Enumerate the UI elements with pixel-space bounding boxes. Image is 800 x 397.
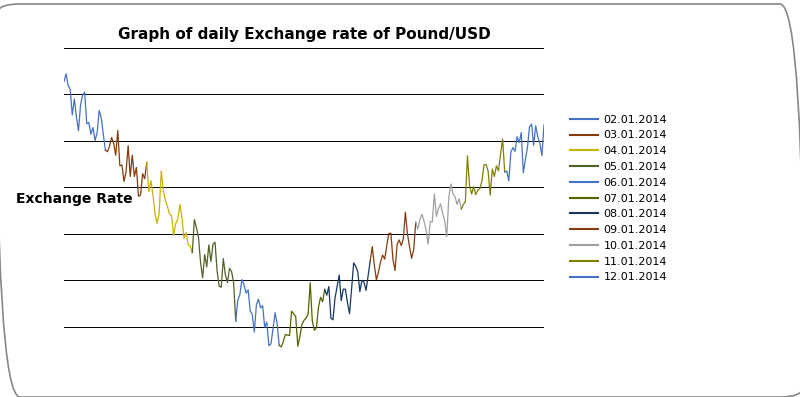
Legend: 02.01.2014, 03.01.2014, 04.01.2014, 05.01.2014, 06.01.2014, 07.01.2014, 08.01.20: 02.01.2014, 03.01.2014, 04.01.2014, 05.0… — [566, 110, 671, 287]
Text: Exchange Rate: Exchange Rate — [16, 191, 133, 206]
Title: Graph of daily Exchange rate of Pound/USD: Graph of daily Exchange rate of Pound/US… — [118, 27, 490, 42]
